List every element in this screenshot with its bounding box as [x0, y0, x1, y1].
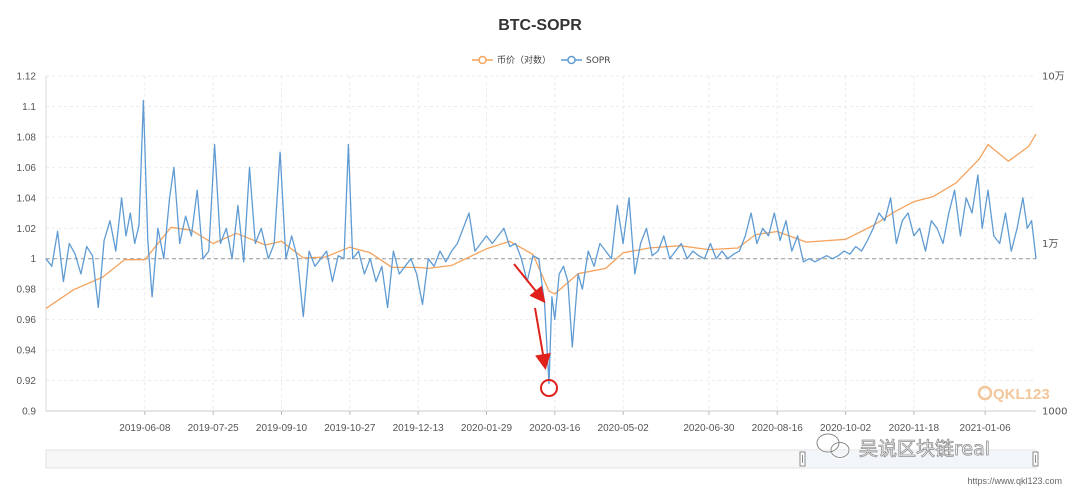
zoom-handle-left[interactable] — [799, 451, 806, 467]
y-left-tick-label: 1.1 — [22, 102, 36, 113]
site-url: https://www.qkl123.com — [967, 476, 1062, 486]
legend-item-sopr[interactable]: SOPR — [561, 55, 610, 66]
legend-sopr-label: SOPR — [586, 56, 610, 66]
qkl-logo-text: QKL123 — [993, 386, 1050, 403]
y-left-tick-label: 1.06 — [17, 163, 37, 174]
legend-item-price[interactable]: 币价（对数） — [472, 54, 551, 66]
x-tick-label: 2020-01-29 — [461, 423, 513, 434]
data-zoom-slider[interactable] — [45, 449, 1039, 469]
x-tick-label: 2020-03-16 — [529, 423, 581, 434]
zoom-handle-right[interactable] — [1032, 451, 1039, 467]
series-line-price — [45, 133, 1037, 309]
y-right-tick-label: 1000 — [1042, 407, 1067, 418]
x-tick-label: 2019-06-08 — [119, 423, 171, 434]
x-tick-label: 2019-09-10 — [256, 423, 308, 434]
annotation-circle-low — [540, 379, 558, 397]
x-tick-label: 2019-10-27 — [324, 423, 376, 434]
y-left-tick-label: 0.92 — [17, 376, 37, 387]
wechat-watermark-text: 吴说区块链real — [859, 438, 990, 460]
x-tick-label: 2020-08-16 — [752, 423, 804, 434]
qkl-logo: QKL123 — [977, 385, 1050, 403]
y-axis-left: 1.12 1.1 1.08 1.06 1.04 1.02 1 0.98 0.96 0.94 0.92… — [17, 72, 47, 418]
x-tick-label: 2021-01-06 — [960, 423, 1012, 434]
legend-price-label: 币价（对数） — [497, 54, 551, 66]
gridlines — [46, 75, 1036, 412]
y-left-tick-label: 1 — [30, 254, 36, 265]
series-layer — [45, 99, 1037, 385]
legend-sopr-swatch-marker — [567, 55, 576, 65]
legend-price-swatch-marker — [478, 55, 487, 65]
y-left-tick-label: 1.08 — [17, 132, 37, 143]
wechat-watermark: 吴说区块链real — [815, 432, 990, 460]
chart-title: BTC-SOPR — [498, 17, 582, 34]
y-right-tick-label: 10万 — [1042, 72, 1065, 83]
y-left-tick-label: 1.12 — [17, 72, 37, 83]
y-left-tick-label: 0.96 — [17, 315, 37, 326]
x-tick-label: 2019-12-13 — [393, 423, 445, 434]
series-line-sopr — [45, 99, 1037, 385]
y-left-tick-label: 1.02 — [17, 224, 37, 235]
y-axis-right: 10万 1万 1000 — [1042, 72, 1067, 418]
y-left-tick-label: 0.94 — [17, 346, 37, 357]
x-tick-label: 2020-05-02 — [598, 423, 650, 434]
y-left-tick-label: 0.98 — [17, 285, 37, 296]
x-tick-label: 2019-07-25 — [188, 423, 240, 434]
y-right-tick-label: 1万 — [1042, 239, 1058, 250]
annotation-arrow-2 — [534, 307, 551, 370]
x-axis: 2019-06-08 2019-07-25 2019-09-10 2019-10-27… — [46, 410, 1036, 434]
y-left-tick-label: 0.9 — [22, 407, 36, 418]
x-tick-label: 2020-06-30 — [683, 423, 735, 434]
annotation-arrow-1 — [513, 263, 546, 304]
zoom-window[interactable] — [802, 450, 1036, 468]
x-tick-label: 2020-10-02 — [820, 423, 872, 434]
y-left-tick-label: 1.04 — [17, 193, 37, 204]
annotations — [513, 263, 558, 397]
x-tick-label: 2020-11-18 — [889, 423, 940, 434]
legend: 币价（对数） SOPR — [472, 54, 610, 66]
wechat-icon — [815, 432, 851, 459]
